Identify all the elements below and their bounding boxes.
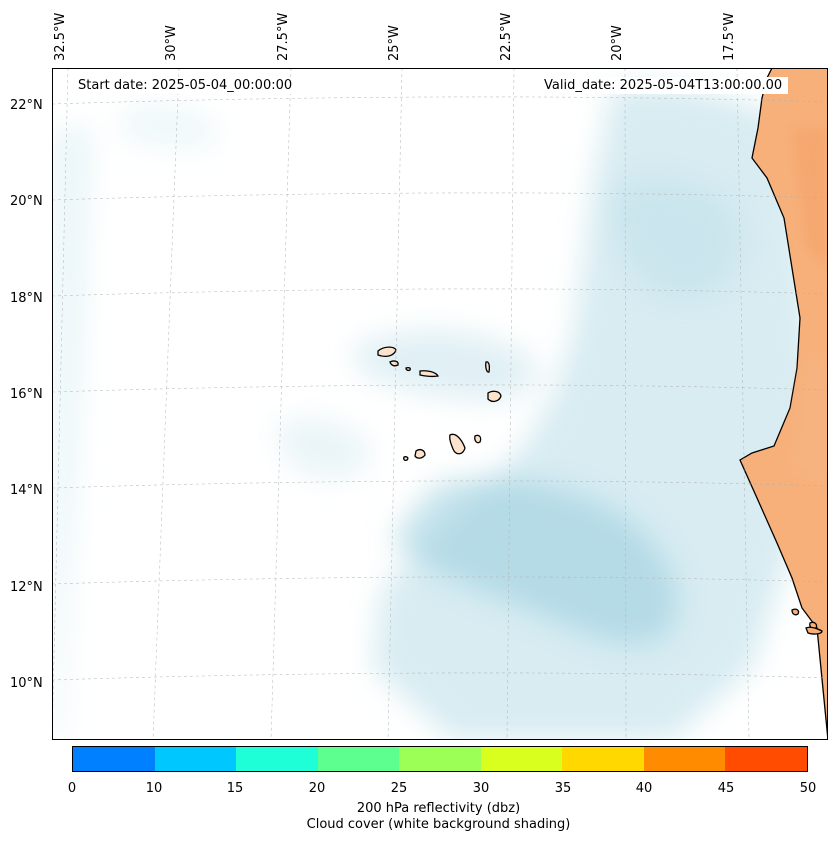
colorbar-subtitle: Cloud cover (white background shading) <box>306 817 571 832</box>
lat-label-14N: 14°N <box>10 483 43 498</box>
colorbar-segment <box>480 747 563 771</box>
lon-label-20W: 20°W <box>610 25 625 61</box>
lon-label-27.5W: 27.5°W <box>276 12 291 61</box>
colorbar-tick: 45 <box>717 781 735 796</box>
island-santa-luzia <box>405 366 411 372</box>
colorbar-segment <box>317 747 400 771</box>
colorbar-tick: 15 <box>226 781 244 796</box>
island-boa-vista <box>487 390 502 403</box>
island-brava <box>403 456 409 462</box>
lat-label-12N: 12°N <box>10 580 43 595</box>
colorbar-tick: 35 <box>554 781 572 796</box>
lat-label-10N: 10°N <box>10 676 43 691</box>
graticule <box>52 68 828 740</box>
colorbar-tick: 20 <box>308 781 326 796</box>
colorbar-tick: 30 <box>472 781 490 796</box>
island-fogo <box>414 448 426 459</box>
lon-label-17.5W: 17.5°W <box>722 12 737 61</box>
lon-label-25W: 25°W <box>387 25 402 61</box>
coastal-islets <box>791 608 823 635</box>
colorbar-segment <box>154 747 237 771</box>
colorbar-segment <box>73 747 155 771</box>
colorbar-segment <box>562 747 644 771</box>
island-sao-nicolau <box>419 370 439 378</box>
land-texture <box>792 128 828 488</box>
colorbar-tick: 40 <box>635 781 653 796</box>
start-date-label: Start date: 2025-05-04_00:00:00 <box>72 77 299 94</box>
colorbar <box>72 746 808 772</box>
colorbar-title: 200 hPa reflectivity (dbz) <box>356 801 521 816</box>
valid-date-label: Valid_date: 2025-05-04T13:00:00.00 <box>538 77 789 94</box>
lon-label-30W: 30°W <box>164 25 179 61</box>
map-panel <box>52 68 828 740</box>
island-sal <box>485 361 491 373</box>
lon-label-22.5W: 22.5°W <box>499 12 514 61</box>
island-maio <box>474 434 482 444</box>
cloud-cover-shading <box>52 85 812 740</box>
lat-label-16N: 16°N <box>10 387 43 402</box>
colorbar-tick: 50 <box>799 781 817 796</box>
lat-label-18N: 18°N <box>10 291 43 306</box>
colorbar-segment <box>399 747 481 771</box>
island-santiago <box>449 433 466 455</box>
colorbar-segment <box>725 747 807 771</box>
colorbar-tick: 10 <box>145 781 163 796</box>
map-frame <box>52 68 828 740</box>
lat-label-22N: 22°N <box>10 98 43 113</box>
colorbar-tick: 25 <box>390 781 408 796</box>
colorbar-segment <box>643 747 726 771</box>
lat-label-20N: 20°N <box>10 194 43 209</box>
lon-label-32.5W: 32.5°W <box>53 12 68 61</box>
colorbar-segment <box>236 747 318 771</box>
colorbar-tick: 0 <box>67 781 77 796</box>
